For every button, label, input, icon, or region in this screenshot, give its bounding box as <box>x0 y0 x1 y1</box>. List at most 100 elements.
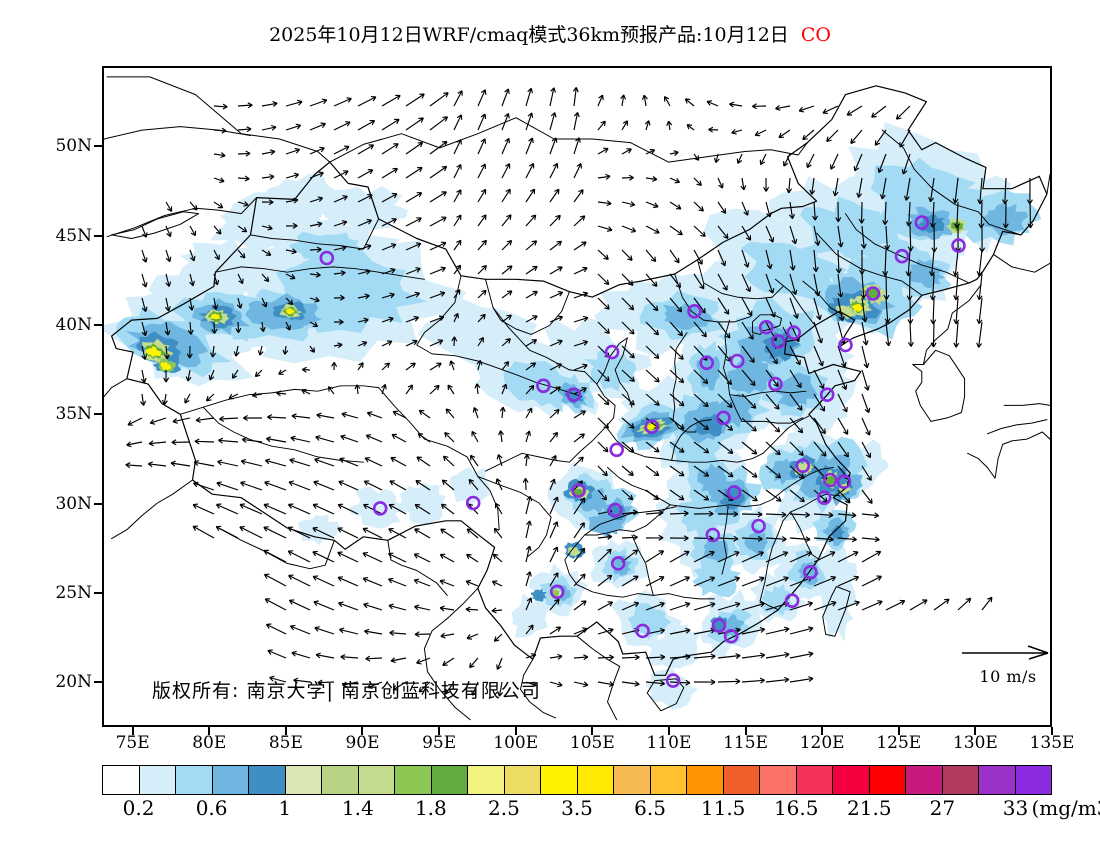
wind-vector <box>813 441 827 457</box>
station-marker[interactable] <box>822 472 838 488</box>
lon-tick-mark <box>208 727 211 735</box>
station-marker[interactable] <box>729 353 745 369</box>
station-marker[interactable] <box>566 387 582 403</box>
wind-vector <box>759 153 767 166</box>
station-marker[interactable] <box>549 584 565 600</box>
wind-vector <box>930 321 937 348</box>
station-marker[interactable] <box>687 304 702 319</box>
station-marker[interactable] <box>635 623 650 639</box>
map-plot-area[interactable] <box>102 66 1052 727</box>
lat-tick-label: 40N <box>55 315 92 336</box>
wind-vector <box>597 369 610 382</box>
station-marker[interactable] <box>571 483 586 498</box>
wind-vector <box>597 94 604 107</box>
concentration-contour <box>210 313 221 320</box>
station-marker[interactable] <box>665 673 681 688</box>
wind-vector <box>905 249 912 277</box>
station-marker[interactable] <box>865 286 881 301</box>
station-marker[interactable] <box>816 490 832 506</box>
station-marker[interactable] <box>536 378 551 394</box>
colorbar-cell <box>212 766 249 794</box>
wind-vector <box>645 249 657 263</box>
wind-arrow-icon <box>962 645 1049 660</box>
wind-vector <box>809 177 816 195</box>
wind-vector <box>731 128 743 135</box>
wind-vector <box>493 527 503 539</box>
wind-vector <box>381 362 390 371</box>
lat-tick-mark <box>94 324 102 327</box>
wind-vector <box>492 553 503 563</box>
wind-vector <box>453 90 463 107</box>
wind-vector <box>414 604 431 611</box>
wind-vector <box>416 657 431 665</box>
wind-vector <box>549 315 564 323</box>
station-marker[interactable] <box>705 527 721 543</box>
wind-vector <box>669 417 685 430</box>
station-marker[interactable] <box>723 628 739 644</box>
wind-vector <box>213 225 222 235</box>
wind-vector <box>717 678 741 685</box>
station-marker[interactable] <box>604 344 620 360</box>
wind-vector <box>693 653 716 660</box>
station-marker[interactable] <box>372 501 388 516</box>
wind-vector <box>333 220 348 227</box>
wind-vector <box>392 681 407 691</box>
wind-vector <box>337 576 359 587</box>
wind-vector <box>338 601 359 611</box>
wind-vector <box>952 177 959 204</box>
wind-vector <box>316 412 335 419</box>
station-marker[interactable] <box>465 495 481 511</box>
wind-vector <box>525 137 534 155</box>
station-marker[interactable] <box>836 474 852 490</box>
boundary-line <box>674 273 752 323</box>
wind-vector <box>549 291 564 299</box>
station-marker[interactable] <box>644 419 660 435</box>
station-marker[interactable] <box>726 485 742 500</box>
wind-vector <box>813 297 822 321</box>
wind-vector-overlay <box>125 87 1034 697</box>
copyright-notice: 版权所有: 南京大学| 南京创蓝科技有限公司 <box>152 680 541 702</box>
station-marker[interactable] <box>786 325 802 340</box>
wind-vector <box>789 551 812 563</box>
wind-vector <box>414 528 431 539</box>
wind-vector <box>901 153 911 175</box>
wind-vector <box>235 321 242 334</box>
station-marker[interactable] <box>716 410 731 426</box>
colorbar-cell <box>249 766 286 794</box>
station-marker[interactable] <box>819 387 835 403</box>
station-marker[interactable] <box>609 442 625 458</box>
wind-vector <box>597 297 610 310</box>
wind-vector <box>641 94 648 107</box>
wind-vector <box>290 435 311 443</box>
station-marker[interactable] <box>894 248 910 264</box>
colorbar-tick-label: 1.4 <box>341 796 374 820</box>
wind-vector <box>381 193 398 203</box>
wind-vector <box>442 657 455 666</box>
station-marker[interactable] <box>711 618 727 633</box>
wind-vector <box>381 118 400 131</box>
station-marker[interactable] <box>607 502 623 518</box>
station-marker[interactable] <box>795 458 811 474</box>
station-marker[interactable] <box>610 556 626 571</box>
station-marker[interactable] <box>751 518 766 534</box>
forecast-map-canvas[interactable] <box>104 68 1050 725</box>
station-marker[interactable] <box>951 238 966 253</box>
station-marker[interactable] <box>758 319 774 335</box>
colorbar-cell <box>796 766 833 794</box>
wind-vector <box>597 417 610 429</box>
station-marker[interactable] <box>768 376 783 392</box>
station-marker[interactable] <box>784 593 800 609</box>
wind-vector <box>929 249 935 277</box>
wind-vector <box>798 105 815 113</box>
station-marker[interactable] <box>319 250 335 266</box>
station-marker[interactable] <box>803 564 818 580</box>
wind-vector <box>645 176 658 182</box>
station-marker[interactable] <box>699 355 715 371</box>
wind-vector <box>645 393 660 406</box>
station-marker[interactable] <box>771 334 786 349</box>
wind-vector <box>165 225 172 238</box>
wind-vector <box>789 297 799 319</box>
wind-vector <box>264 458 287 467</box>
station-marker[interactable] <box>914 215 930 230</box>
station-marker[interactable] <box>838 337 853 353</box>
